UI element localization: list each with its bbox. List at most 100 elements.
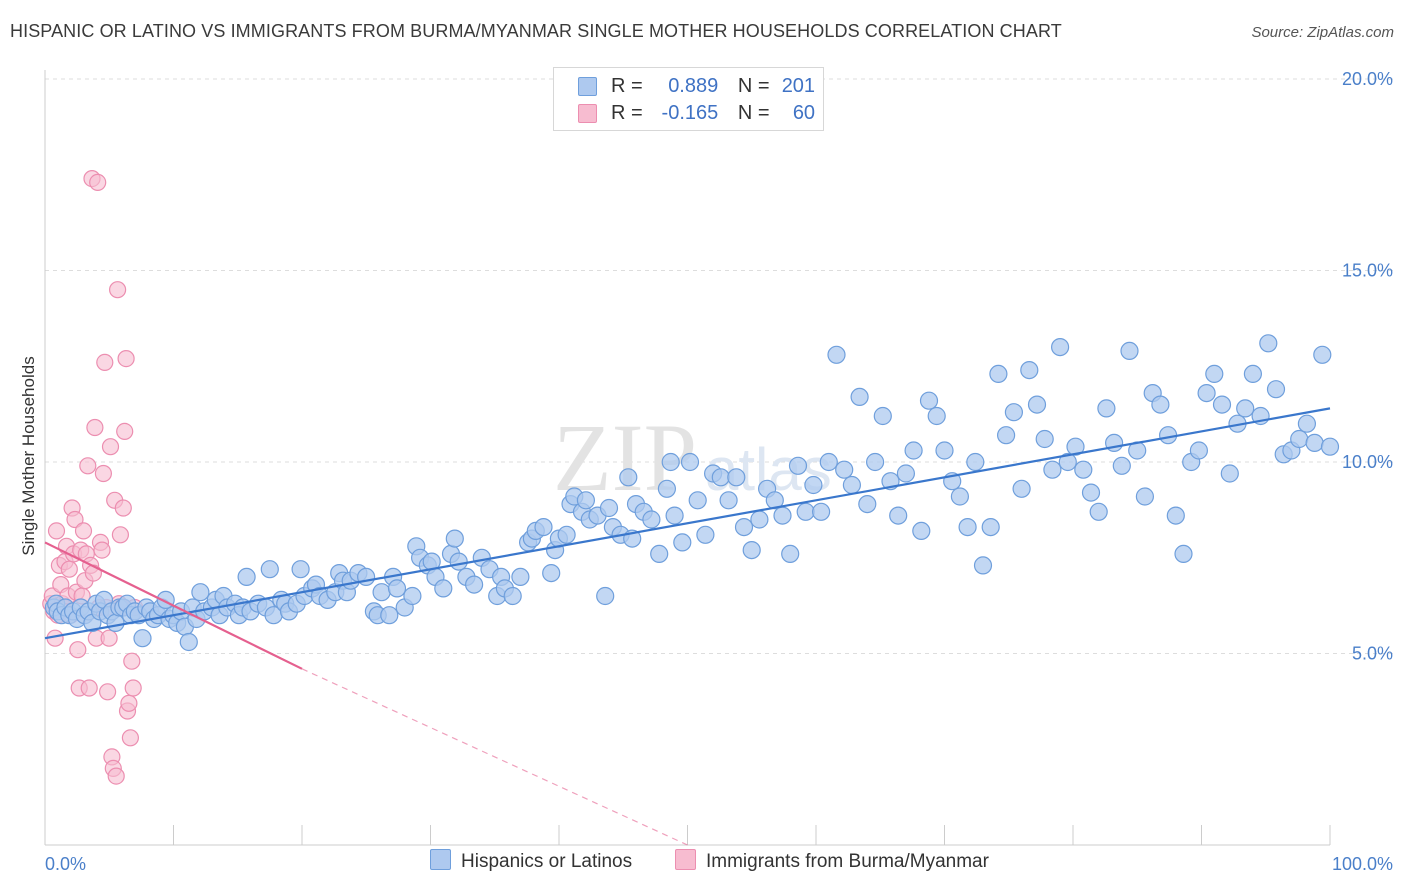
hispanic-point: [557, 525, 576, 544]
hispanic-point: [696, 525, 715, 544]
burma-point: [98, 683, 117, 701]
r-value: -0.165: [661, 102, 719, 124]
hispanic-point: [804, 475, 823, 495]
burma-point: [94, 464, 113, 483]
hispanic-point: [1320, 437, 1340, 456]
burma-point: [100, 629, 118, 647]
hispanic-point: [727, 468, 746, 487]
hispanic-point: [1290, 429, 1309, 449]
hispanic-point: [680, 452, 700, 472]
hispanic-point: [380, 606, 399, 625]
r-label: R =: [611, 102, 643, 124]
hispanic-point: [781, 544, 800, 564]
burma-point: [116, 422, 134, 440]
hispanic-point: [896, 464, 916, 483]
burma-point: [79, 457, 97, 475]
hispanic-point: [1043, 460, 1062, 479]
hispanic-point: [1020, 361, 1039, 380]
burma-point: [47, 522, 66, 540]
hispanic-point: [1035, 429, 1054, 449]
chart-title: HISPANIC OR LATINO VS IMMIGRANTS FROM BU…: [10, 21, 1062, 41]
hispanic-point: [827, 345, 846, 364]
burma-point: [111, 526, 130, 544]
hispanic-point: [1120, 341, 1139, 360]
legend-label: Hispanics or Latinos: [461, 851, 633, 872]
hispanic-point: [927, 406, 946, 426]
hispanic-point: [981, 517, 1000, 537]
burma-point: [120, 694, 138, 712]
hispanic-point: [688, 491, 707, 510]
burma-point: [84, 564, 103, 582]
hispanic-point: [919, 391, 939, 410]
hispanic-point: [1081, 483, 1101, 502]
burma-point: [69, 641, 87, 659]
hispanic-point: [179, 632, 198, 652]
y-tick-label: 5.0%: [1352, 644, 1393, 664]
n-label: N =: [737, 102, 770, 124]
hispanic-point: [445, 529, 464, 548]
hispanic-point: [106, 613, 125, 633]
hispanic-point: [1135, 487, 1155, 506]
hispanic-point: [989, 364, 1008, 383]
trend-lines: [44, 407, 1331, 846]
stats-legend: R = 0.889 N = 201 R = -0.165 N = 60: [553, 67, 824, 131]
hispanic-point: [596, 586, 615, 606]
hispanic-point: [1236, 399, 1255, 418]
hispanic-point: [904, 441, 923, 460]
hispanic-point: [434, 579, 453, 598]
hispanic-point: [1027, 395, 1047, 414]
hispanic-point: [850, 387, 869, 406]
hispanic-point: [1212, 395, 1232, 414]
hispanic-point: [765, 491, 784, 510]
x-tick-label: 0.0%: [45, 854, 86, 874]
hispanic-point: [1089, 502, 1108, 521]
series-burma-points: [42, 170, 144, 785]
hispanic-point: [650, 544, 669, 564]
hispanic-point: [1243, 364, 1263, 383]
hispanic-point: [819, 452, 838, 472]
n-label: N =: [737, 75, 770, 97]
hispanic-point: [858, 495, 877, 514]
blue-swatch: [578, 77, 597, 97]
hispanic-point: [673, 533, 692, 552]
hispanic-point: [966, 452, 985, 472]
hispanic-point: [1112, 456, 1131, 475]
hispanic-point: [719, 491, 738, 510]
hispanic-point: [734, 517, 754, 537]
hispanic-point: [237, 567, 256, 587]
hispanic-point: [1313, 345, 1332, 364]
hispanic-point: [260, 560, 279, 579]
hispanic-point: [465, 575, 484, 594]
burma-trend-line: [44, 541, 303, 670]
hispanic-point: [619, 468, 638, 487]
hispanic-point: [599, 498, 619, 518]
burma-point: [114, 499, 132, 517]
burma-trend-extension: [301, 668, 688, 846]
hispanic-point: [1097, 399, 1116, 418]
hispanic-point: [1205, 364, 1224, 383]
burma-point: [108, 281, 127, 299]
hispanic-point: [1151, 395, 1170, 414]
y-tick-label: 15.0%: [1342, 261, 1393, 281]
legend-row-burma: R = -0.165 N = 60: [578, 102, 815, 126]
hispanic-point: [503, 586, 522, 606]
y-tick-label: 10.0%: [1342, 452, 1393, 472]
r-value: 0.889: [668, 75, 719, 97]
hispanic-point: [511, 567, 530, 587]
burma-point: [96, 353, 114, 371]
burma-point: [93, 541, 111, 559]
hispanic-point: [403, 586, 422, 606]
legend-item-hispanic: Hispanics or Latinos: [430, 849, 633, 873]
hispanic-point: [1012, 479, 1031, 498]
hispanic-point: [576, 491, 596, 510]
burma-point: [124, 679, 142, 697]
hispanic-point: [449, 552, 468, 571]
blue-swatch: [430, 849, 451, 871]
x-tick-label: 100.0%: [1332, 854, 1393, 874]
pink-swatch: [675, 849, 696, 871]
hispanic-point: [811, 502, 831, 521]
hispanic-point: [1050, 338, 1070, 357]
hispanic-point: [912, 521, 931, 541]
hispanic-trend-line: [44, 407, 1331, 640]
